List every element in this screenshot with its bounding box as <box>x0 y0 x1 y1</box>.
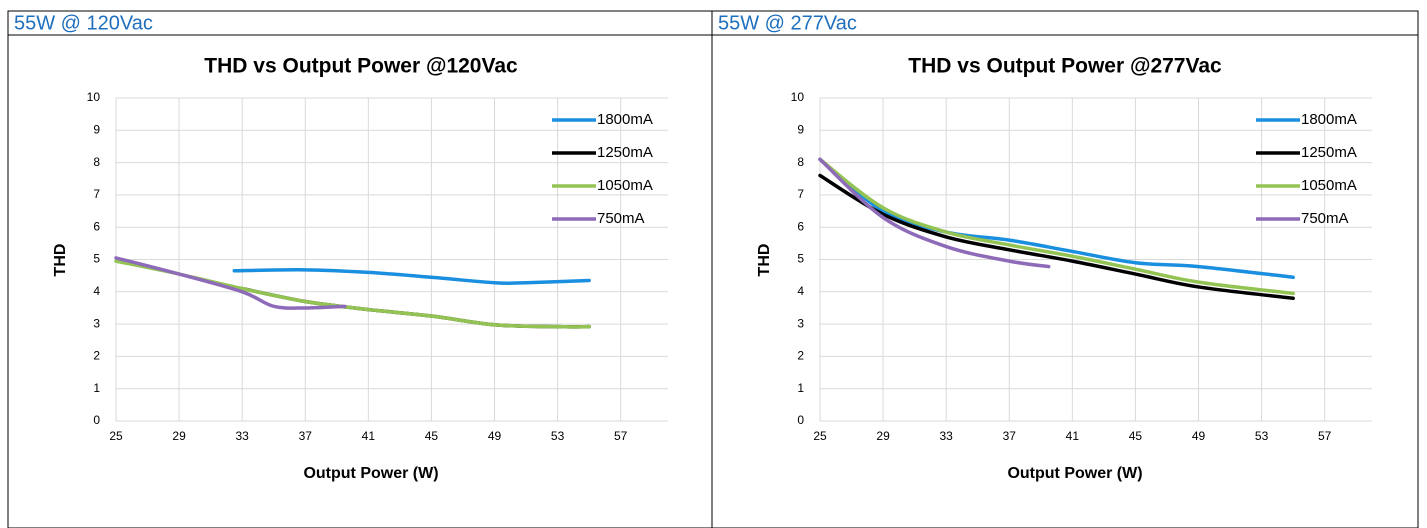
x-tick-label: 29 <box>876 429 890 443</box>
x-tick-label: 53 <box>1255 429 1269 443</box>
y-tick-label: 6 <box>93 219 100 233</box>
y-tick-label: 4 <box>797 284 804 298</box>
cell-header: 55W @ 277Vac <box>718 12 857 34</box>
x-tick-label: 49 <box>488 429 502 443</box>
legend-label: 1800mA <box>1301 111 1357 128</box>
y-tick-label: 1 <box>797 381 804 395</box>
x-tick-label: 37 <box>299 429 313 443</box>
y-tick-label: 0 <box>93 413 100 427</box>
x-tick-label: 25 <box>109 429 123 443</box>
series-line <box>818 157 1051 269</box>
series-line <box>818 157 1295 280</box>
y-tick-label: 3 <box>93 316 100 330</box>
x-tick-label: 25 <box>813 429 827 443</box>
legend-label: 750mA <box>1301 210 1349 227</box>
x-tick-label: 29 <box>172 429 186 443</box>
x-tick-label: 53 <box>551 429 565 443</box>
legend-label: 1050mA <box>597 177 653 194</box>
table-border <box>7 10 1419 528</box>
x-tick-label: 45 <box>1129 429 1143 443</box>
legend-label: 1250mA <box>597 144 653 161</box>
x-axis-title: Output Power (W) <box>1007 465 1142 482</box>
y-tick-label: 5 <box>93 252 100 266</box>
series-line <box>232 268 591 286</box>
legend-label: 1050mA <box>1301 177 1357 194</box>
y-tick-label: 8 <box>797 155 804 169</box>
series-line <box>818 157 1295 296</box>
y-tick-label: 0 <box>797 413 804 427</box>
chart-title: THD vs Output Power @277Vac <box>908 55 1222 78</box>
x-tick-label: 45 <box>425 429 439 443</box>
y-axis-title: THD <box>52 244 69 277</box>
x-tick-label: 41 <box>362 429 376 443</box>
y-tick-label: 8 <box>93 155 100 169</box>
legend-label: 1800mA <box>597 111 653 128</box>
x-tick-label: 57 <box>614 429 628 443</box>
y-tick-label: 2 <box>797 349 804 363</box>
legend-label: 1250mA <box>1301 144 1357 161</box>
series-line <box>818 173 1295 301</box>
x-tick-label: 57 <box>1318 429 1332 443</box>
y-tick-label: 10 <box>87 90 101 104</box>
y-tick-label: 1 <box>93 381 100 395</box>
y-tick-label: 7 <box>93 187 100 201</box>
x-tick-label: 37 <box>1003 429 1017 443</box>
y-tick-label: 9 <box>797 122 804 136</box>
x-tick-label: 41 <box>1066 429 1080 443</box>
series-line <box>114 256 347 310</box>
x-axis-title: Output Power (W) <box>303 465 438 482</box>
chart-title: THD vs Output Power @120Vac <box>204 55 518 78</box>
x-tick-label: 49 <box>1192 429 1206 443</box>
y-tick-label: 9 <box>93 122 100 136</box>
y-tick-label: 7 <box>797 187 804 201</box>
cell-header: 55W @ 120Vac <box>14 12 153 34</box>
y-tick-label: 6 <box>797 219 804 233</box>
y-tick-label: 10 <box>791 90 805 104</box>
y-tick-label: 2 <box>93 349 100 363</box>
legend-label: 750mA <box>597 210 645 227</box>
y-tick-label: 3 <box>797 316 804 330</box>
x-tick-label: 33 <box>939 429 953 443</box>
x-tick-label: 33 <box>235 429 249 443</box>
y-tick-label: 4 <box>93 284 100 298</box>
y-tick-label: 5 <box>797 252 804 266</box>
y-axis-title: THD <box>756 244 773 277</box>
